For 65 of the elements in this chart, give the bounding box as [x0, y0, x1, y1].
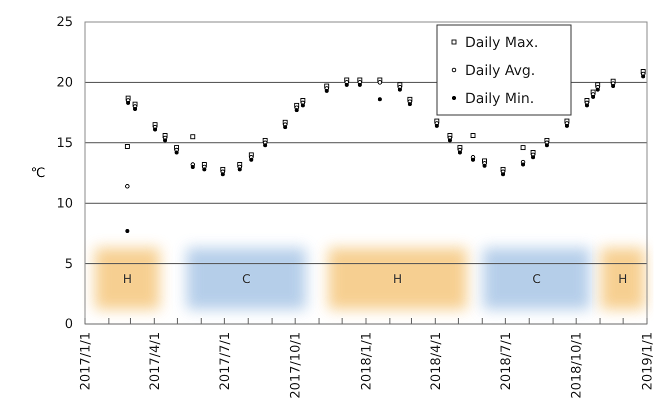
x-tick-label: 2018/4/1 [428, 332, 444, 390]
point [174, 150, 179, 154]
point [398, 88, 402, 92]
y-tick-label: 20 [56, 76, 73, 91]
point [344, 82, 349, 87]
point [125, 184, 130, 189]
band-label: H [393, 272, 402, 286]
point [358, 82, 362, 87]
legend-label: Daily Avg. [465, 63, 536, 79]
point [190, 164, 195, 169]
point [470, 133, 476, 138]
point [544, 143, 549, 148]
point [482, 164, 487, 168]
point [458, 150, 462, 154]
point [448, 138, 452, 142]
point [378, 80, 382, 85]
point [564, 124, 569, 128]
point [521, 162, 526, 167]
point [249, 158, 254, 162]
point [501, 172, 506, 176]
point [531, 155, 536, 160]
point [584, 103, 589, 108]
y-tick-label: 25 [56, 15, 73, 30]
point [283, 125, 288, 130]
x-tick-label: 2017/7/1 [218, 332, 233, 390]
point [124, 144, 130, 149]
band-label: C [242, 272, 250, 286]
point [220, 172, 225, 176]
point [591, 94, 596, 99]
x-tick-label: 2019/1/1 [640, 332, 655, 390]
point [126, 100, 130, 105]
point [324, 88, 329, 93]
point [520, 145, 526, 150]
band-label: H [618, 272, 628, 286]
point [596, 88, 600, 92]
point [163, 138, 168, 142]
point [202, 167, 206, 172]
x-tick-label: 2017/4/1 [148, 332, 163, 390]
point [408, 102, 412, 106]
x-tick-label: 2018/7/1 [498, 332, 514, 390]
x-tick-label: 2018/10/1 [570, 332, 585, 399]
point [263, 143, 268, 148]
point [238, 167, 242, 172]
x-tick-label: 2017/10/1 [288, 332, 304, 399]
point [133, 106, 138, 111]
y-axis-title: ℃ [30, 166, 46, 181]
point [611, 84, 616, 88]
point [300, 103, 305, 108]
y-tick-label: 0 [64, 317, 73, 332]
band-label: H [122, 272, 132, 286]
y-tick-label: 10 [56, 196, 73, 212]
x-tick-label: 2018/1/1 [360, 332, 375, 390]
point [294, 108, 299, 112]
point [378, 97, 382, 102]
point [125, 228, 130, 233]
legend-label: Daily Min. [465, 91, 534, 107]
band-label: C [532, 272, 541, 286]
point [471, 158, 476, 162]
point [641, 74, 646, 78]
legend-label: Daily Max. [465, 35, 538, 51]
point [434, 124, 439, 128]
x-tick-label: 2017/1/1 [78, 332, 94, 390]
y-tick-label: 15 [56, 136, 73, 151]
point [153, 128, 158, 132]
y-tick-label: 5 [64, 256, 73, 272]
